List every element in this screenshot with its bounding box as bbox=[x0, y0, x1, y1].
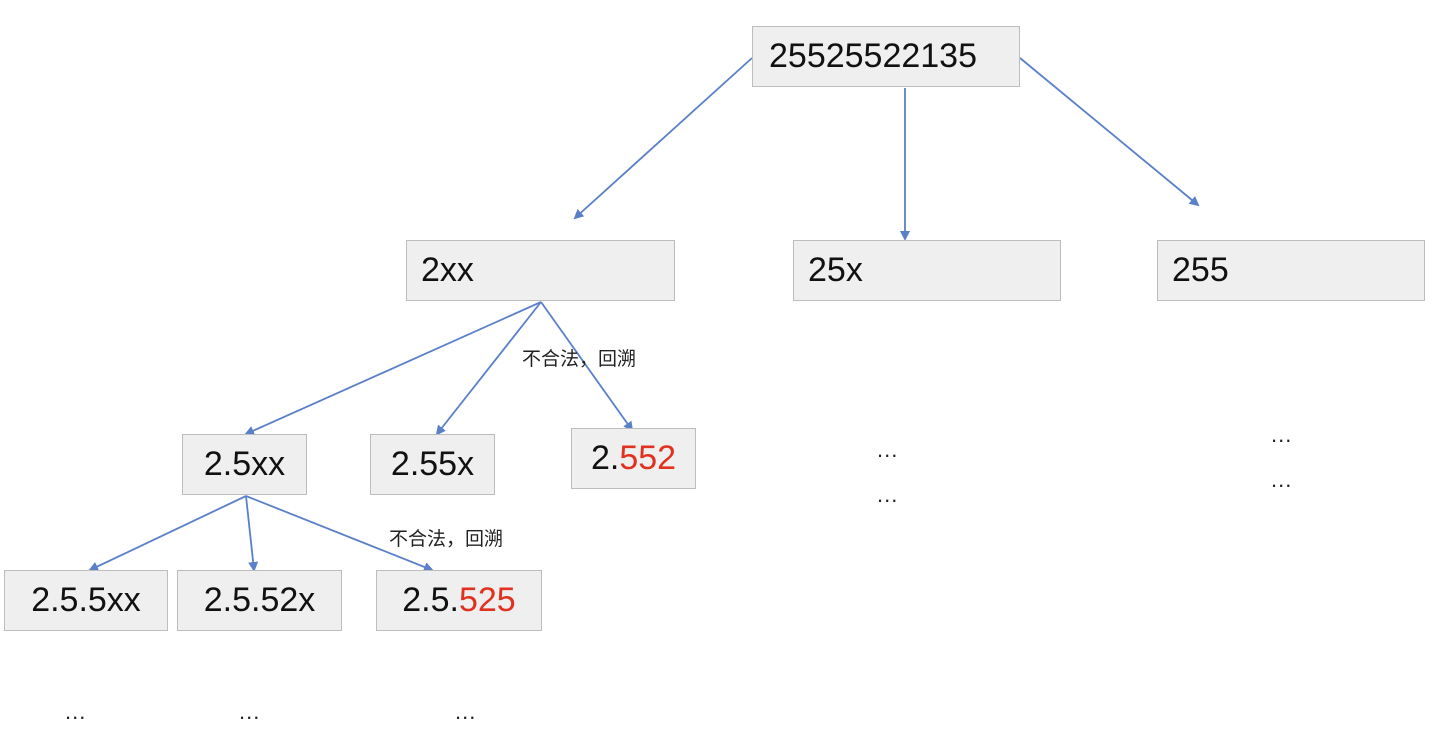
root-node-label: 25525522135 bbox=[769, 37, 977, 75]
node-255-label: 255 bbox=[1172, 251, 1229, 289]
node-2.5.525-invalid: 2.5.525 bbox=[376, 570, 542, 631]
node-2.5xx: 2.5xx bbox=[182, 434, 307, 495]
backtrack-note-2: 不合法，回溯 bbox=[389, 524, 503, 551]
ellipsis-25x-2: ... bbox=[877, 482, 898, 508]
edge-root-to-255 bbox=[1020, 58, 1198, 205]
node-2.5.525-prefix: 2.5. bbox=[402, 581, 459, 619]
node-2.5.525-invalid-part: 525 bbox=[459, 581, 516, 619]
node-2.552-prefix: 2. bbox=[591, 439, 619, 477]
ellipsis-255-1: ... bbox=[1271, 422, 1292, 448]
edge-2.5xx-to-2.5.5xx bbox=[90, 496, 246, 570]
node-2.552-invalid: 2.552 bbox=[571, 428, 696, 489]
node-2.5.52x: 2.5.52x bbox=[177, 570, 342, 631]
node-25x: 25x bbox=[793, 240, 1061, 301]
edge-2.5xx-to-2.5.52x bbox=[246, 496, 254, 570]
node-2.55x-label: 2.55x bbox=[391, 445, 474, 483]
node-2.55x: 2.55x bbox=[370, 434, 495, 495]
edge-root-to-2xx bbox=[575, 58, 752, 218]
node-2.5xx-label: 2.5xx bbox=[204, 445, 285, 483]
ellipsis-2.5.52x: ... bbox=[239, 699, 260, 725]
ellipsis-255-2: ... bbox=[1271, 467, 1292, 493]
node-255: 255 bbox=[1157, 240, 1425, 301]
ellipsis-2.5.5xx: ... bbox=[65, 699, 86, 725]
edge-2xx-to-2.5xx bbox=[246, 302, 541, 434]
node-2.5.5xx: 2.5.5xx bbox=[4, 570, 168, 631]
node-2.5.52x-label: 2.5.52x bbox=[204, 581, 316, 619]
node-2xx-label: 2xx bbox=[421, 251, 474, 289]
node-25x-label: 25x bbox=[808, 251, 863, 289]
root-node: 25525522135 bbox=[752, 26, 1020, 87]
ellipsis-25x-1: ... bbox=[877, 437, 898, 463]
ellipsis-2.5.525: ... bbox=[455, 699, 476, 725]
node-2.5.5xx-label: 2.5.5xx bbox=[31, 581, 141, 619]
node-2.552-invalid-part: 552 bbox=[619, 439, 676, 477]
backtrack-note-1: 不合法，回溯 bbox=[522, 344, 636, 371]
node-2xx: 2xx bbox=[406, 240, 675, 301]
